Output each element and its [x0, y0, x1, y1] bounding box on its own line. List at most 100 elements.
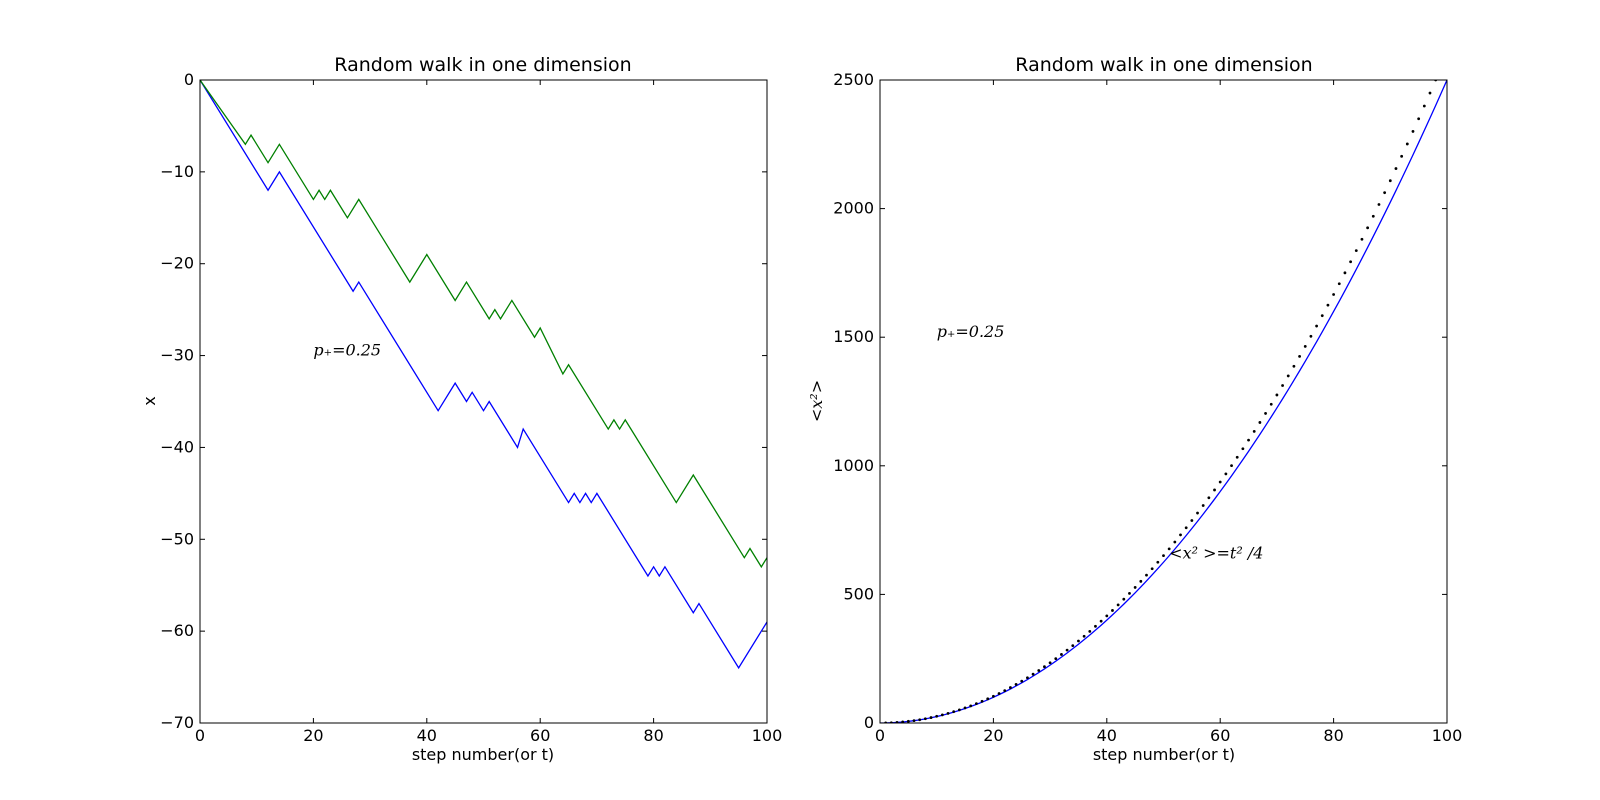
dot-point: [1411, 130, 1415, 133]
dot-point: [1332, 293, 1335, 296]
dot-point: [1275, 393, 1279, 397]
dot-point: [1428, 91, 1432, 95]
dot-point: [980, 699, 984, 703]
dot-point: [1235, 455, 1239, 459]
dot-point: [1213, 488, 1216, 492]
dot-point: [1354, 249, 1358, 252]
dot-point: [997, 692, 1001, 695]
dot-point: [1173, 540, 1177, 544]
x-tick-label: 100: [752, 726, 783, 745]
dot-point: [1422, 104, 1426, 108]
dot-point: [1128, 591, 1131, 595]
dot-point: [1054, 657, 1058, 661]
left-x-axis-label: step number(or t): [412, 745, 554, 764]
x-tick-label: 40: [1097, 726, 1117, 745]
dot-point: [1037, 669, 1041, 672]
x-tick-label: 0: [875, 726, 885, 745]
dot-point: [992, 694, 995, 698]
dot-point: [1247, 438, 1250, 442]
dot-point: [1190, 519, 1194, 522]
x-tick-label: 20: [303, 726, 323, 745]
dot-point: [1383, 191, 1387, 195]
y-tick-label: 500: [843, 584, 874, 603]
dot-point: [1326, 303, 1330, 307]
left-y-axis-label: x: [140, 396, 159, 405]
series-line-2: [200, 80, 767, 569]
dot-point: [1111, 609, 1114, 612]
dot-point: [1388, 179, 1392, 183]
series-dots-2: [884, 80, 1438, 723]
right-y-axis-label: <x²>: [807, 380, 826, 422]
dot-point: [1156, 560, 1160, 564]
dot-point: [1201, 504, 1205, 507]
dot-point: [1371, 214, 1375, 218]
x-tick-label: 40: [417, 726, 437, 745]
dot-point: [1258, 421, 1262, 424]
right-chart-title: Random walk in one dimension: [1015, 54, 1312, 76]
y-tick-label: 1500: [833, 327, 874, 346]
dot-point: [1309, 334, 1313, 338]
dot-point: [901, 720, 905, 723]
dot-point: [1360, 237, 1364, 241]
dot-point: [1094, 624, 1097, 628]
dot-point: [895, 720, 899, 723]
dot-point: [1116, 603, 1120, 607]
y-tick-label: 2000: [833, 199, 874, 218]
dot-point: [1133, 586, 1137, 589]
y-tick-label: 2500: [833, 70, 874, 89]
right-annotation-formula: <x² >=t² /4: [1169, 543, 1263, 562]
dot-point: [1071, 644, 1075, 648]
dot-point: [1337, 282, 1341, 286]
dot-point: [1264, 412, 1267, 415]
dot-point: [1207, 496, 1211, 500]
dot-point: [1349, 260, 1353, 264]
dot-point: [1218, 480, 1222, 484]
dot-point: [1099, 619, 1103, 623]
dot-point: [929, 716, 933, 719]
dot-point: [1009, 686, 1012, 689]
dot-point: [912, 719, 916, 722]
dot-point: [940, 713, 944, 717]
dot-point: [1003, 689, 1007, 692]
dot-point: [1105, 614, 1109, 618]
left-ticks: 0 20 40 60 80 100 0 −10 −20 −30 −40 −50 −60 −70: [160, 70, 782, 745]
y-tick-label: −10: [160, 162, 194, 181]
dot-point: [923, 717, 927, 721]
right-series-group: [880, 80, 1447, 723]
x-tick-label: 60: [530, 726, 550, 745]
dot-point: [1292, 364, 1296, 368]
x-tick-label: 80: [1323, 726, 1343, 745]
dot-point: [986, 697, 990, 701]
dot-point: [974, 702, 978, 706]
dot-point: [969, 704, 973, 708]
y-tick-label: 0: [184, 70, 194, 89]
right-plot-frame: [879, 79, 1448, 724]
x-tick-label: 100: [1432, 726, 1463, 745]
left-chart: Random walk in one dimension 0 20 40 60 80 10…: [140, 54, 782, 764]
dot-point: [1179, 533, 1182, 537]
dot-point: [1088, 629, 1092, 633]
right-annotation-p-plus: p₊=0.25: [937, 322, 1005, 341]
right-x-axis-label: step number(or t): [1093, 745, 1235, 764]
series-line-1: [880, 80, 1447, 723]
dot-point: [946, 711, 950, 715]
y-tick-label: −60: [160, 621, 194, 640]
y-tick-label: −20: [160, 254, 194, 273]
x-tick-label: 80: [643, 726, 663, 745]
x-tick-label: 20: [983, 726, 1003, 745]
dot-point: [1303, 344, 1307, 348]
dot-point: [1269, 402, 1273, 406]
dot-point: [1315, 324, 1318, 328]
dot-point: [1020, 679, 1024, 683]
dot-point: [1150, 567, 1154, 571]
dot-point: [1167, 547, 1171, 551]
dot-point: [952, 710, 956, 714]
dot-point: [1230, 464, 1233, 468]
y-tick-label: −70: [160, 713, 194, 732]
series-line-1: [200, 80, 767, 670]
dot-point: [1394, 167, 1398, 170]
dot-point: [1139, 579, 1143, 583]
y-tick-label: −30: [160, 346, 194, 365]
